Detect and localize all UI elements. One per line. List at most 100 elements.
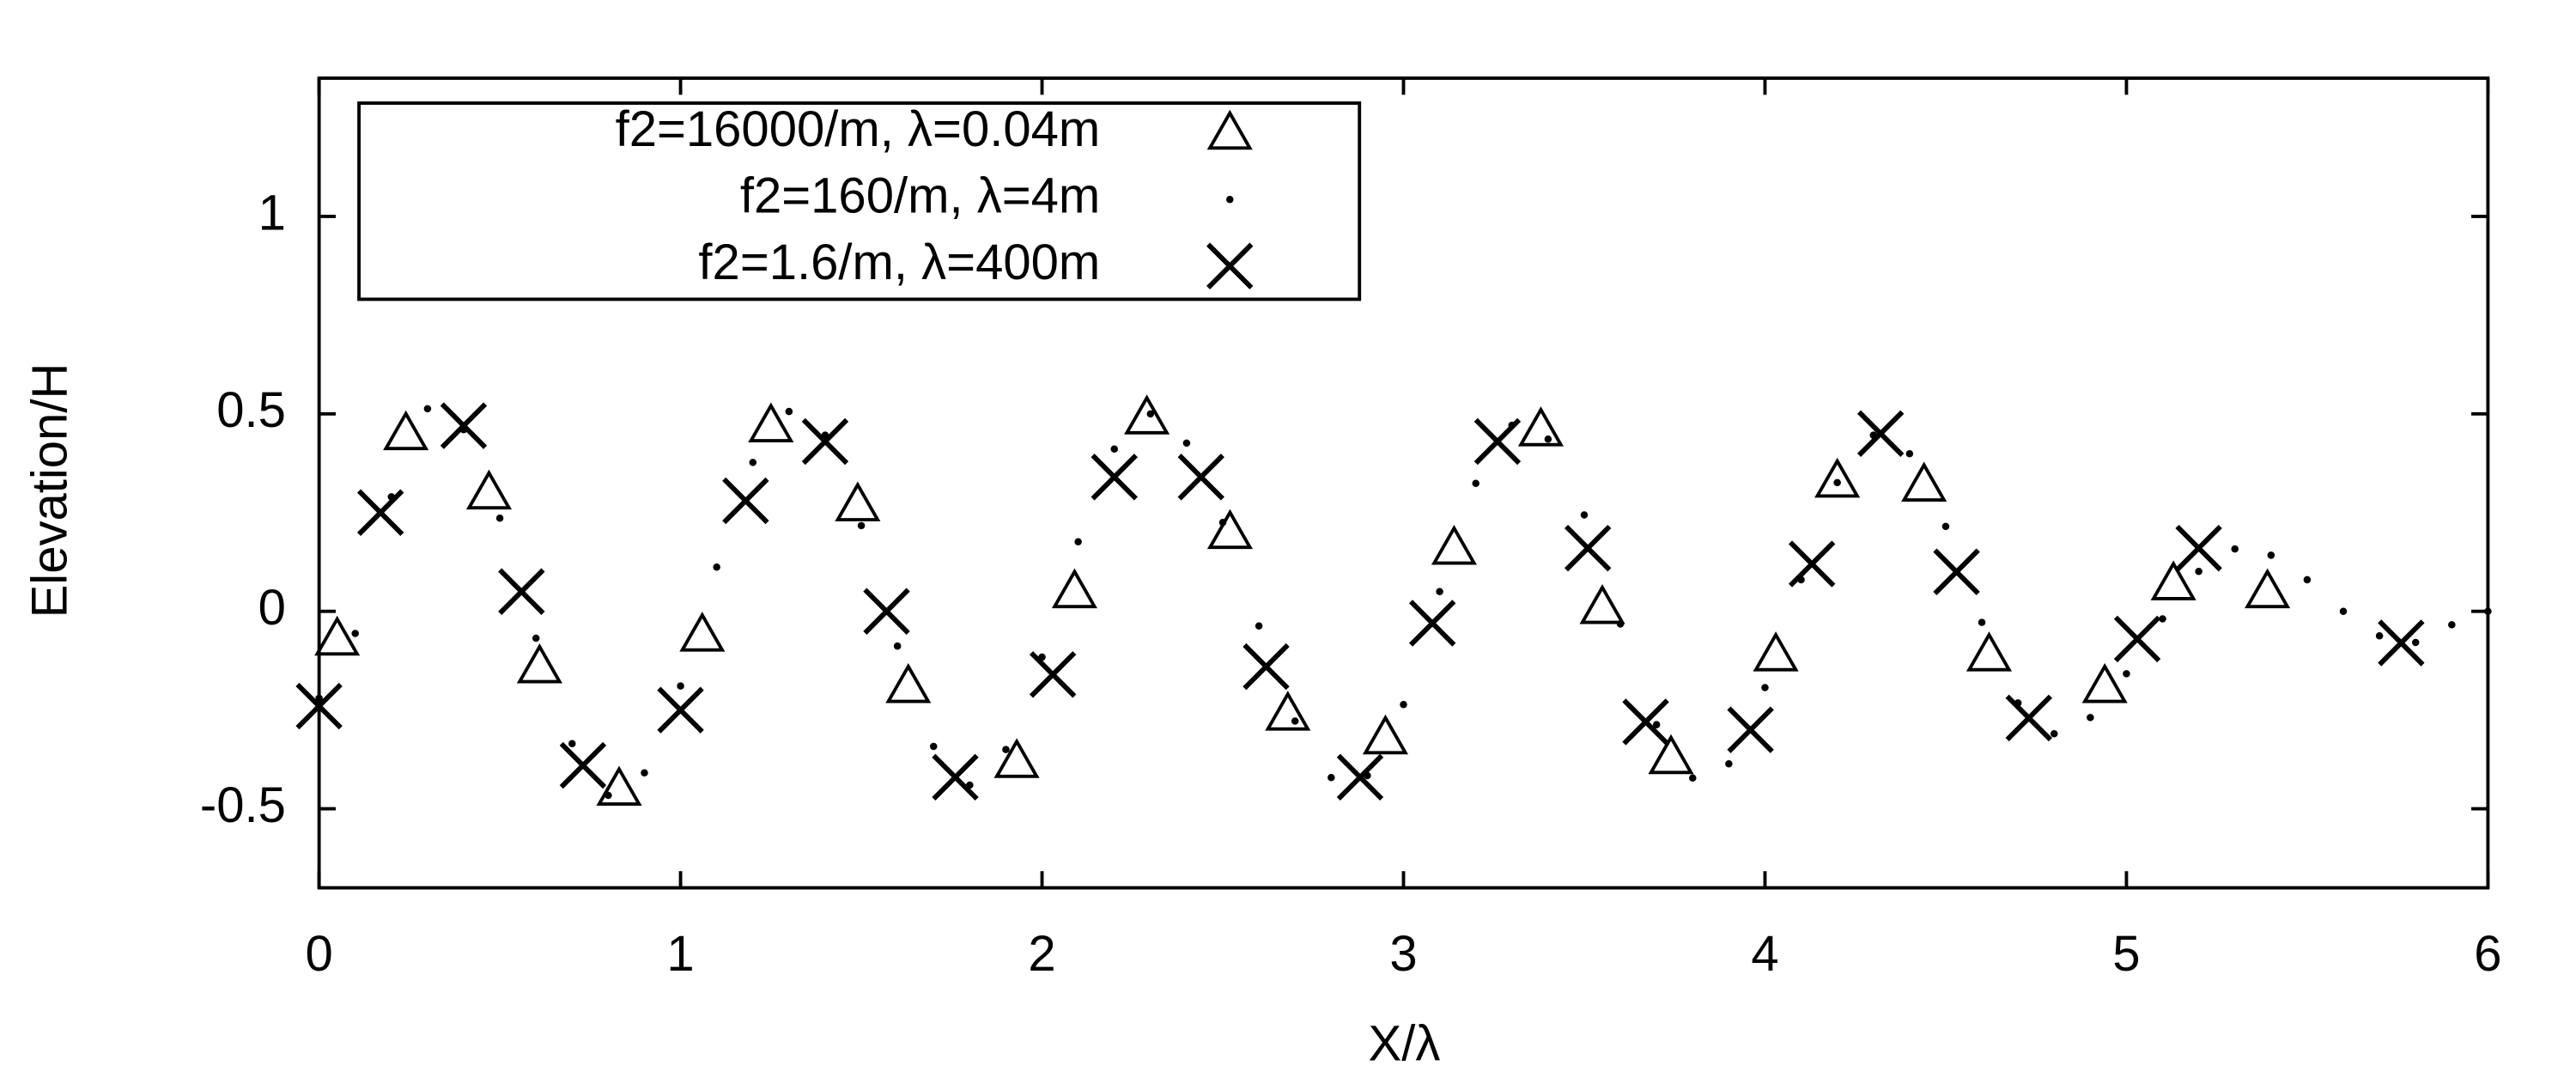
legend-label: f2=160/m, λ=4m xyxy=(740,168,1100,224)
plot-frame xyxy=(317,76,2490,890)
point xyxy=(465,469,513,510)
point xyxy=(568,740,576,748)
point xyxy=(1400,700,1407,709)
point xyxy=(1002,746,1010,753)
point xyxy=(679,612,726,652)
point xyxy=(1761,684,1769,691)
point xyxy=(1110,445,1118,454)
point xyxy=(1177,454,1224,501)
point xyxy=(993,738,1040,778)
point xyxy=(1689,774,1697,783)
point xyxy=(1218,519,1227,527)
legend-symbol xyxy=(1206,242,1254,289)
point xyxy=(495,514,504,522)
point xyxy=(315,694,323,703)
point xyxy=(1473,417,1522,466)
point xyxy=(2175,524,2222,572)
point xyxy=(1327,774,1335,782)
point xyxy=(1362,714,1409,755)
point xyxy=(749,459,757,466)
point xyxy=(2005,694,2053,742)
point xyxy=(2159,615,2166,623)
point xyxy=(559,741,607,789)
point xyxy=(2411,638,2420,647)
y-tick-label: 1 xyxy=(258,185,286,241)
point xyxy=(1978,618,1986,626)
point xyxy=(1564,524,1612,572)
point xyxy=(383,410,429,451)
point xyxy=(2123,670,2130,678)
point xyxy=(677,682,684,690)
point xyxy=(1753,631,1799,672)
point xyxy=(657,686,704,734)
legend-label: f2=16000/m, λ=0.04m xyxy=(616,101,1101,157)
x-tick-label: 3 xyxy=(1389,926,1417,982)
point xyxy=(1814,457,1861,498)
point xyxy=(1727,706,1774,753)
x-tick-label: 2 xyxy=(1028,926,1055,982)
point xyxy=(1242,642,1290,691)
point xyxy=(2195,568,2202,575)
point xyxy=(893,642,902,650)
x-tick-label: 0 xyxy=(305,926,332,982)
point xyxy=(498,568,545,615)
point xyxy=(1622,698,1669,746)
x-tick-label: 5 xyxy=(2112,926,2140,982)
point xyxy=(1789,540,1836,588)
point xyxy=(295,682,343,730)
point xyxy=(1146,410,1155,418)
point xyxy=(605,791,612,800)
point xyxy=(1291,717,1299,725)
point xyxy=(748,402,794,442)
point xyxy=(801,417,849,466)
point xyxy=(1648,734,1694,775)
y-tick-label: -0.5 xyxy=(200,777,286,833)
point xyxy=(516,642,562,684)
point xyxy=(532,634,540,642)
point xyxy=(930,742,938,751)
point xyxy=(863,588,910,635)
point xyxy=(1074,538,1082,546)
point xyxy=(1905,450,1914,458)
point xyxy=(1029,651,1077,698)
point xyxy=(1436,588,1443,595)
point xyxy=(2339,607,2348,615)
point xyxy=(2484,607,2492,615)
point xyxy=(1517,406,1564,447)
point xyxy=(351,630,359,637)
point xyxy=(1579,583,1625,624)
point xyxy=(1652,721,1661,728)
point xyxy=(2378,619,2425,667)
point xyxy=(932,753,979,801)
point xyxy=(2087,714,2094,722)
point xyxy=(1616,620,1625,628)
point xyxy=(2245,568,2291,609)
legend-box xyxy=(357,101,1362,301)
y-axis-label: Elevation/H xyxy=(21,363,77,618)
point xyxy=(1408,600,1456,647)
point xyxy=(314,615,361,656)
point xyxy=(356,489,404,536)
legend-symbol xyxy=(1226,196,1234,204)
point xyxy=(1336,753,1384,801)
point xyxy=(857,521,866,530)
point xyxy=(1206,509,1254,550)
point xyxy=(1472,479,1479,488)
point xyxy=(641,769,648,777)
point xyxy=(1901,461,1947,502)
point xyxy=(713,563,720,571)
point xyxy=(835,481,881,521)
x-axis-label: X/λ xyxy=(1369,1016,1441,1072)
point xyxy=(1431,525,1478,565)
x-tick-label: 1 xyxy=(666,926,694,982)
point xyxy=(1833,478,1841,487)
point xyxy=(1091,454,1138,501)
point xyxy=(2050,730,2058,738)
point xyxy=(1933,548,1980,595)
point xyxy=(2081,662,2128,703)
y-tick-label: 0.5 xyxy=(216,382,286,438)
point xyxy=(2375,631,2384,640)
legend-label: f2=1.6/m, λ=400m xyxy=(698,234,1100,290)
x-tick-label: 4 xyxy=(1751,926,1778,982)
